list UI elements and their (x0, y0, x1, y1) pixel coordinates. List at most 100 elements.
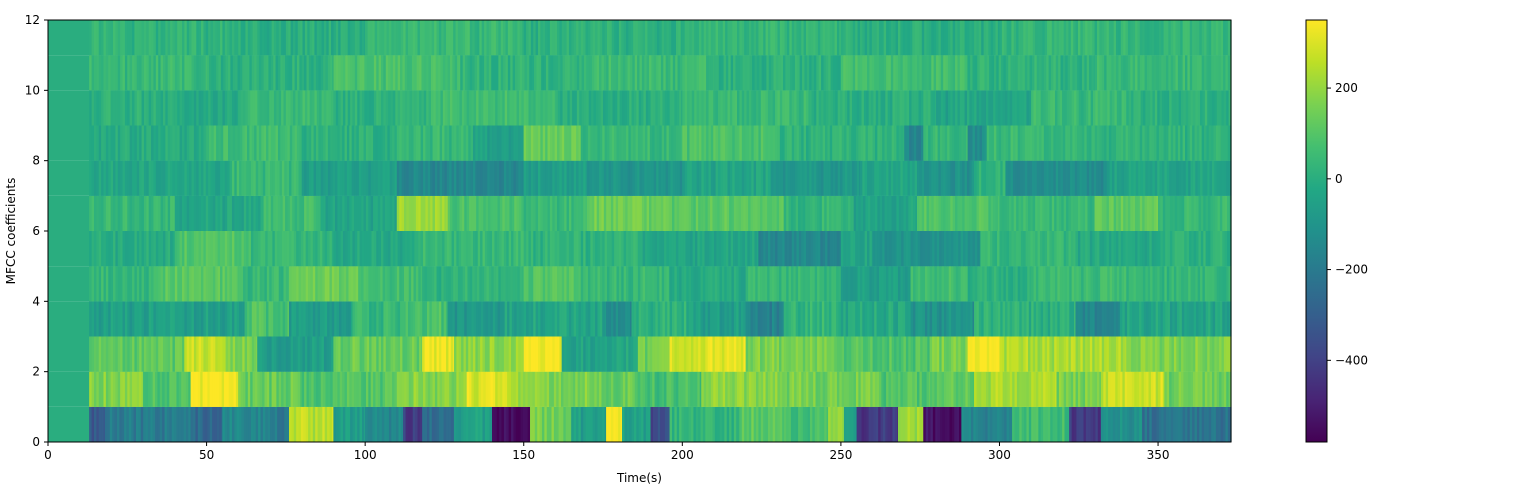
heatmap-cell (239, 196, 242, 231)
heatmap-cell (488, 196, 491, 231)
heatmap-cell (325, 301, 328, 336)
heatmap-cell (1013, 161, 1016, 196)
heatmap-cell (839, 196, 842, 231)
heatmap-cell (429, 90, 432, 125)
heatmap-cell (454, 337, 457, 372)
heatmap-cell (567, 196, 570, 231)
heatmap-cell (1184, 196, 1187, 231)
heatmap-cell (266, 126, 269, 161)
heatmap-cell (234, 196, 237, 231)
heatmap-cell (184, 337, 187, 372)
heatmap-cell (306, 126, 309, 161)
heatmap-cell (1160, 161, 1163, 196)
heatmap-cell (261, 301, 264, 336)
heatmap-cell (1222, 301, 1225, 336)
heatmap-cell (106, 90, 109, 125)
heatmap-cell (303, 337, 306, 372)
heatmap-cell (763, 161, 766, 196)
heatmap-cell (397, 161, 400, 196)
heatmap-cell (1017, 90, 1020, 125)
heatmap-cell (567, 231, 570, 266)
heatmap-cell (287, 196, 290, 231)
heatmap-cell (650, 372, 653, 407)
heatmap-cell (174, 372, 177, 407)
heatmap-cell (355, 301, 358, 336)
heatmap-cell (645, 266, 648, 301)
heatmap-cell (822, 301, 825, 336)
heatmap-cell (299, 196, 302, 231)
heatmap-cell (958, 301, 961, 336)
heatmap-cell (1213, 196, 1216, 231)
heatmap-cell (1208, 231, 1211, 266)
heatmap-cell (331, 90, 334, 125)
heatmap-cell (146, 231, 149, 266)
heatmap-cell (1122, 90, 1125, 125)
heatmap-cell (437, 266, 440, 301)
heatmap-cell (1195, 126, 1198, 161)
heatmap-cell (677, 90, 680, 125)
heatmap-cell (258, 231, 261, 266)
heatmap-cell (907, 90, 910, 125)
heatmap-cell (1000, 90, 1003, 125)
heatmap-cell (715, 196, 718, 231)
heatmap-cell (253, 407, 256, 442)
heatmap-cell (432, 337, 435, 372)
heatmap-cell (716, 372, 719, 407)
heatmap-cell (1006, 266, 1009, 301)
heatmap-cell (953, 301, 956, 336)
heatmap-cell (101, 196, 104, 231)
heatmap-cell (888, 90, 891, 125)
heatmap-cell (992, 337, 995, 372)
heatmap-cell (1148, 337, 1151, 372)
heatmap-cell (1133, 126, 1136, 161)
heatmap-cell (96, 407, 99, 442)
heatmap-cell (451, 337, 454, 372)
heatmap-cell (780, 90, 783, 125)
heatmap-cell (548, 161, 551, 196)
heatmap-cell (295, 337, 298, 372)
heatmap-cell (314, 126, 317, 161)
heatmap-cell (720, 407, 723, 442)
heatmap-cell (430, 161, 433, 196)
heatmap-cell (466, 231, 469, 266)
heatmap-cell (181, 372, 184, 407)
heatmap-cell (481, 196, 484, 231)
heatmap-cell (570, 90, 573, 125)
heatmap-cell (678, 126, 681, 161)
heatmap-cell (1051, 161, 1054, 196)
heatmap-cell (923, 407, 926, 442)
heatmap-cell (869, 301, 872, 336)
heatmap-cell (964, 407, 967, 442)
heatmap-cell (1224, 337, 1227, 372)
heatmap-cell (1122, 161, 1125, 196)
heatmap-cell (1064, 90, 1067, 125)
heatmap-cell (569, 196, 572, 231)
heatmap-cell (915, 372, 918, 407)
heatmap-cell (828, 161, 831, 196)
heatmap-cell (455, 90, 458, 125)
heatmap-cell (238, 372, 241, 407)
heatmap-cell (528, 231, 531, 266)
heatmap-cell (734, 196, 737, 231)
heatmap-cell (1057, 196, 1060, 231)
heatmap-cell (943, 90, 946, 125)
heatmap-cell (287, 126, 290, 161)
heatmap-cell (787, 231, 790, 266)
heatmap-cell (822, 196, 825, 231)
heatmap-cell (969, 196, 972, 231)
heatmap-cell (242, 126, 245, 161)
heatmap-cell (555, 301, 558, 336)
heatmap-cell (999, 126, 1002, 161)
heatmap-cell (939, 231, 942, 266)
heatmap-cell (325, 407, 328, 442)
heatmap-cell (918, 231, 921, 266)
heatmap-cell (619, 126, 622, 161)
heatmap-cell (382, 407, 385, 442)
heatmap-cell (1137, 126, 1140, 161)
heatmap-cell (628, 372, 631, 407)
heatmap-cell (934, 337, 937, 372)
heatmap-cell (193, 372, 196, 407)
heatmap-cell (295, 90, 298, 125)
heatmap-cell (127, 196, 130, 231)
